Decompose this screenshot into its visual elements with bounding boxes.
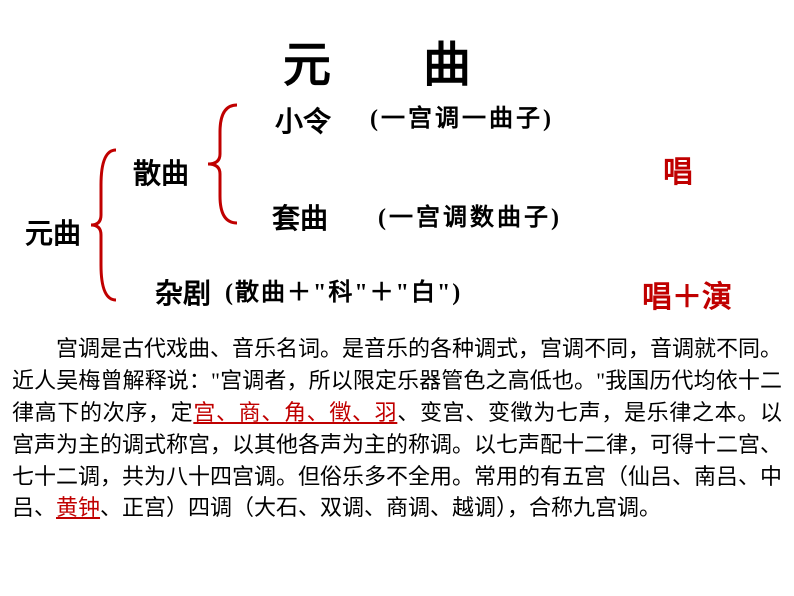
highlight-huangzhong: 黄钟 (56, 495, 100, 520)
paren-taoqu: (一宫调数曲子) (378, 197, 562, 232)
tree-xiaoling: 小令 (275, 100, 331, 140)
paragraph-text: 宫调是古代戏曲、音乐名词。是音乐的各种调式，宫调不同，音调就不同。近人吴梅曾解释… (12, 333, 782, 524)
page-title: 元 曲 (0, 25, 794, 95)
tree-root: 元曲 (25, 212, 81, 252)
tree-zaju: 杂剧 (155, 272, 211, 312)
label-changyan: 唱＋演 (642, 272, 732, 316)
paren-xiaoling: (一宫调一曲子) (370, 98, 554, 133)
highlight-wusheng: 宫、商、角、徵、羽 (193, 400, 397, 425)
bracket-root (86, 145, 126, 305)
bracket-sanqu (202, 100, 247, 228)
label-chang: 唱 (663, 147, 693, 191)
tree-sanqu: 散曲 (133, 152, 189, 192)
para-mid2: 、正宫）四调（大石、双调、商调、越调），合称九宫调。 (100, 495, 661, 520)
tree-taoqu: 套曲 (272, 197, 328, 237)
paren-zaju: (散曲＋"科"＋"白") (225, 272, 462, 307)
